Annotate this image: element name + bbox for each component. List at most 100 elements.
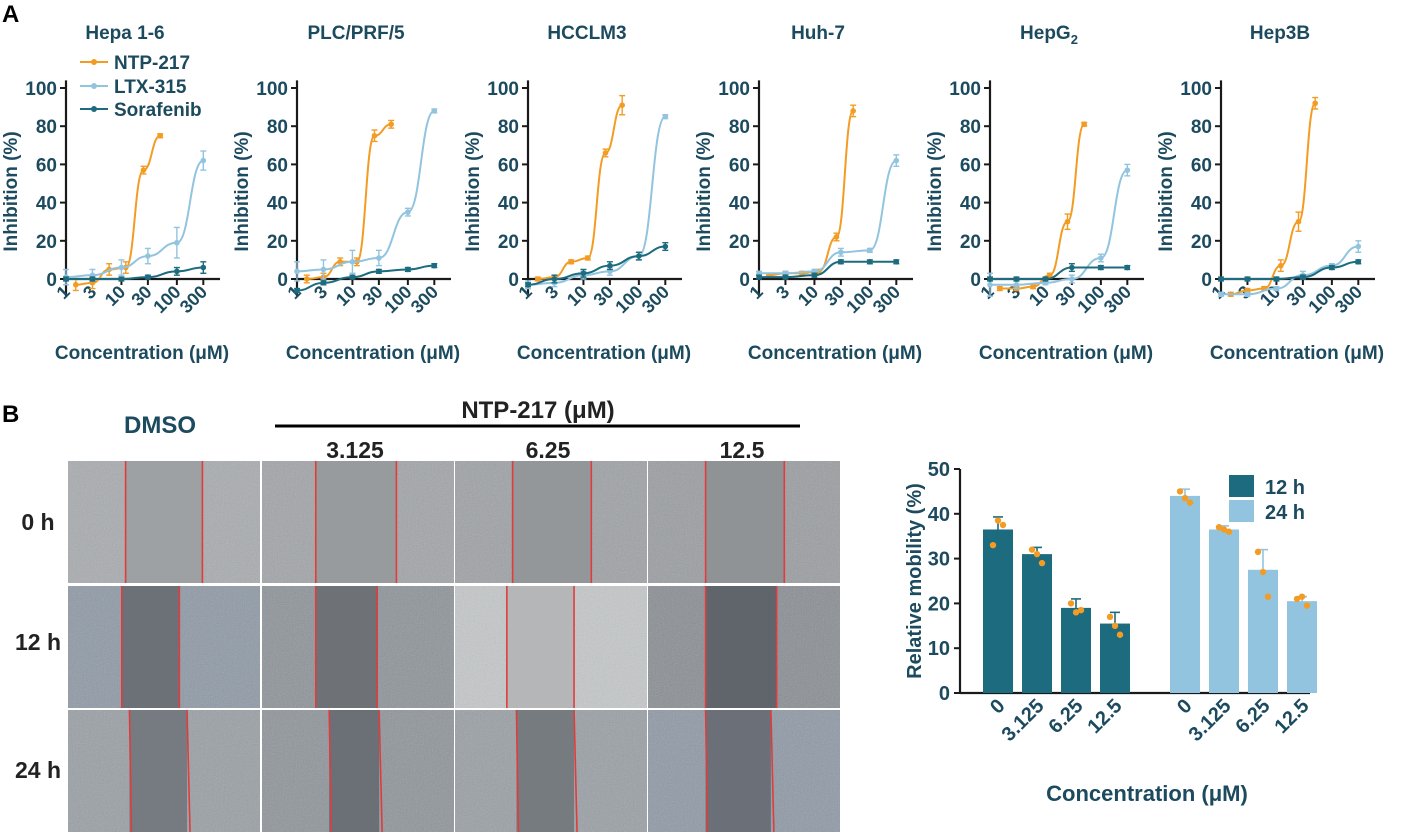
bar-replicate-point — [1303, 602, 1311, 609]
series-line-sora — [66, 266, 204, 280]
data-point-sora — [1069, 264, 1075, 271]
wound-edge-right — [573, 709, 578, 833]
data-point-sora — [1300, 274, 1306, 280]
bar-24h — [1170, 495, 1200, 693]
y-tick-label: 80 — [1191, 117, 1212, 138]
wound-gap — [315, 586, 378, 708]
bar-replicate-point — [1215, 524, 1223, 531]
x-tick-label: 10 — [1256, 282, 1284, 310]
data-point-sora — [1042, 276, 1049, 282]
data-point-ntp — [568, 259, 574, 265]
bar-category-label: 3.125 — [1185, 695, 1236, 746]
row-label-12h: 12 h — [15, 629, 61, 655]
y-tick-label: 80 — [267, 117, 288, 138]
data-point-ltx — [1013, 281, 1020, 288]
scratch-image-2-2 — [455, 709, 647, 833]
y-tick-label: 100 — [1180, 79, 1212, 100]
data-point-sora — [893, 259, 900, 265]
bar-replicate-point — [1186, 499, 1194, 506]
wound-edge-left — [704, 709, 709, 833]
data-point-sora — [987, 276, 993, 282]
legend-label-sora: Sorafenib — [114, 100, 202, 121]
series-line-sora — [1221, 260, 1359, 280]
wound-gap — [512, 461, 592, 583]
bar-replicate-point — [1077, 606, 1085, 614]
x-tick-label: 10 — [563, 282, 591, 310]
data-point-sora — [1124, 264, 1131, 271]
bar-12h — [1022, 554, 1052, 693]
chart-title: Hep3B — [1250, 23, 1310, 44]
bar-replicate-point — [994, 517, 1002, 524]
y-axis-title: Inhibition (%) — [694, 131, 715, 251]
bar-legend-swatch-24h — [1229, 500, 1254, 522]
data-point-ntp — [602, 150, 609, 156]
data-point-ntp — [996, 285, 1003, 292]
wound-gap — [506, 586, 575, 708]
bar-replicate-point — [1033, 550, 1041, 558]
legend-marker-sora — [91, 106, 97, 112]
x-axis-title: Concentration (μM) — [55, 343, 229, 364]
data-point-ltx — [1244, 291, 1251, 298]
data-point-sora — [1218, 276, 1224, 282]
scratch-image-1-3 — [648, 586, 840, 708]
data-point-ltx — [1124, 167, 1131, 173]
bar-replicate-point — [999, 521, 1007, 529]
wound-gap — [315, 461, 397, 583]
bar-replicate-point — [1259, 568, 1267, 576]
row-label-24h: 24 h — [15, 757, 61, 783]
y-tick-label: 40 — [36, 194, 57, 215]
y-tick-label: 0 — [1201, 270, 1212, 291]
data-point-ntp — [850, 108, 856, 114]
series-line-sora — [990, 266, 1128, 280]
wound-gap — [705, 461, 785, 583]
data-point-sora — [811, 272, 818, 278]
bar-category-label: 6.25 — [1044, 695, 1087, 738]
data-point-ltx — [987, 281, 993, 288]
data-point-ntp — [619, 102, 625, 108]
scratch-image-1-2 — [455, 586, 647, 708]
data-point-ltx — [200, 157, 207, 164]
bar-replicate-point — [1220, 526, 1228, 533]
data-point-sora — [1098, 264, 1104, 271]
bar-legend-label-12h: 12 h — [1265, 477, 1305, 499]
y-tick-label: 20 — [498, 232, 519, 253]
data-point-ltx — [1069, 276, 1075, 282]
data-point-ltx — [174, 239, 180, 246]
wound-edge-right — [378, 709, 383, 833]
data-point-ltx — [1273, 285, 1280, 292]
x-tick-label: 300 — [869, 282, 904, 317]
chart-title: HepG2 — [1020, 23, 1078, 47]
y-axis-title: Inhibition (%) — [463, 131, 484, 251]
bar-replicate-point — [1181, 494, 1189, 502]
bar-12h — [1100, 623, 1130, 693]
wound-gap — [705, 710, 771, 832]
bar-replicate-point — [1176, 488, 1184, 495]
legend-marker-ntp — [91, 59, 97, 65]
data-point-ltx — [1098, 255, 1104, 261]
x-tick-label: 300 — [176, 282, 211, 317]
chart-title: PLC/PRF/5 — [307, 23, 405, 44]
data-point-sora — [580, 270, 587, 277]
data-point-sora — [867, 259, 873, 265]
y-tick-label: 0 — [277, 270, 288, 291]
scratch-image-2-0 — [68, 709, 260, 833]
y-tick-label: 20 — [36, 232, 57, 253]
chart-title: Hepa 1-6 — [85, 23, 164, 44]
data-point-ntp — [534, 276, 541, 282]
x-tick-label: 3 — [541, 282, 562, 303]
y-axis-title: Inhibition (%) — [925, 131, 946, 251]
data-point-ltx — [1218, 291, 1224, 298]
wound-gap — [516, 710, 575, 832]
bar-24h — [1287, 601, 1317, 693]
bar-replicate-point — [1225, 528, 1233, 535]
bar-replicate-point — [1111, 622, 1119, 629]
data-point-sora — [1273, 276, 1280, 282]
scratch-image-0-3 — [648, 461, 840, 583]
y-tick-label: 40 — [729, 194, 750, 215]
data-point-sora — [756, 274, 762, 280]
bar-legend-swatch-12h — [1229, 475, 1254, 497]
y-tick-label: 60 — [729, 155, 750, 176]
data-point-sora — [1244, 276, 1251, 282]
